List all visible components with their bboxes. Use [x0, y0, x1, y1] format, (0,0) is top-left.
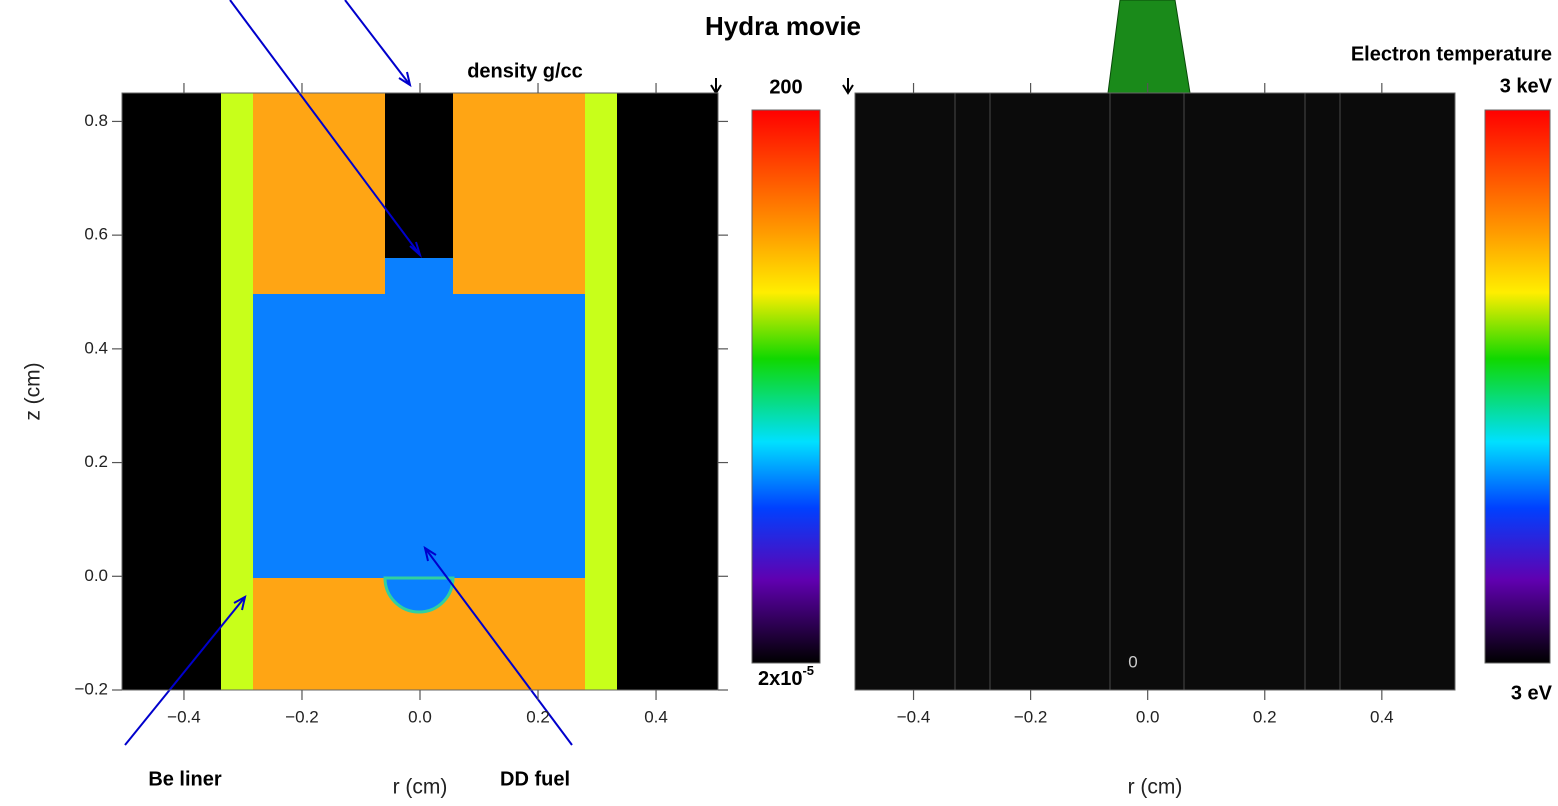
colorbar: [751, 109, 821, 664]
x-tick-label: 0.4: [1370, 707, 1394, 726]
x-tick-label: −0.2: [285, 707, 319, 726]
y-tick-label: −0.2: [74, 679, 108, 698]
colorbar-max: 200: [769, 76, 802, 98]
colorbar-max: 3 keV: [1500, 75, 1553, 97]
x-tick-label: 0.2: [526, 707, 550, 726]
x-tick-label: 0.2: [1253, 707, 1277, 726]
colorbar-min-exp: -5: [802, 663, 814, 678]
annotation: Be liner: [148, 768, 222, 790]
colorbar-title: density g/cc: [467, 60, 583, 82]
x-tick-label: −0.2: [1014, 707, 1048, 726]
x-axis-label: r (cm): [1128, 776, 1183, 799]
plot-frame: [854, 92, 1456, 691]
colorbar-title: Electron temperature: [1351, 43, 1552, 65]
density-image: [122, 93, 718, 690]
temperature-image: [855, 0, 1455, 690]
y-tick-label: 0.6: [84, 225, 108, 244]
y-axis-label: z (cm): [22, 362, 45, 420]
y-tick-label: 0.8: [84, 111, 108, 130]
colorbar-min: 3 eV: [1511, 682, 1553, 704]
x-tick-label: −0.4: [897, 707, 931, 726]
x-tick-label: 0.0: [1136, 707, 1160, 726]
figure-title: Hydra movie: [705, 11, 861, 41]
x-axis-label: r (cm): [393, 776, 448, 799]
colorbar-min-base: 2x10: [758, 668, 803, 690]
x-tick-label: 0.4: [644, 707, 668, 726]
y-tick-label: 0.0: [84, 566, 108, 585]
colorbar-min: 2x10-5: [758, 663, 814, 690]
annotation: 0: [1128, 652, 1137, 671]
y-tick-label: 0.4: [84, 338, 108, 357]
x-tick-label: −0.4: [167, 707, 201, 726]
annotation: DD fuel: [500, 768, 570, 790]
annotation-arrows: [124, 0, 573, 746]
y-tick-label: 0.2: [84, 452, 108, 471]
colorbar: [1484, 109, 1551, 664]
x-tick-label: 0.0: [408, 707, 432, 726]
